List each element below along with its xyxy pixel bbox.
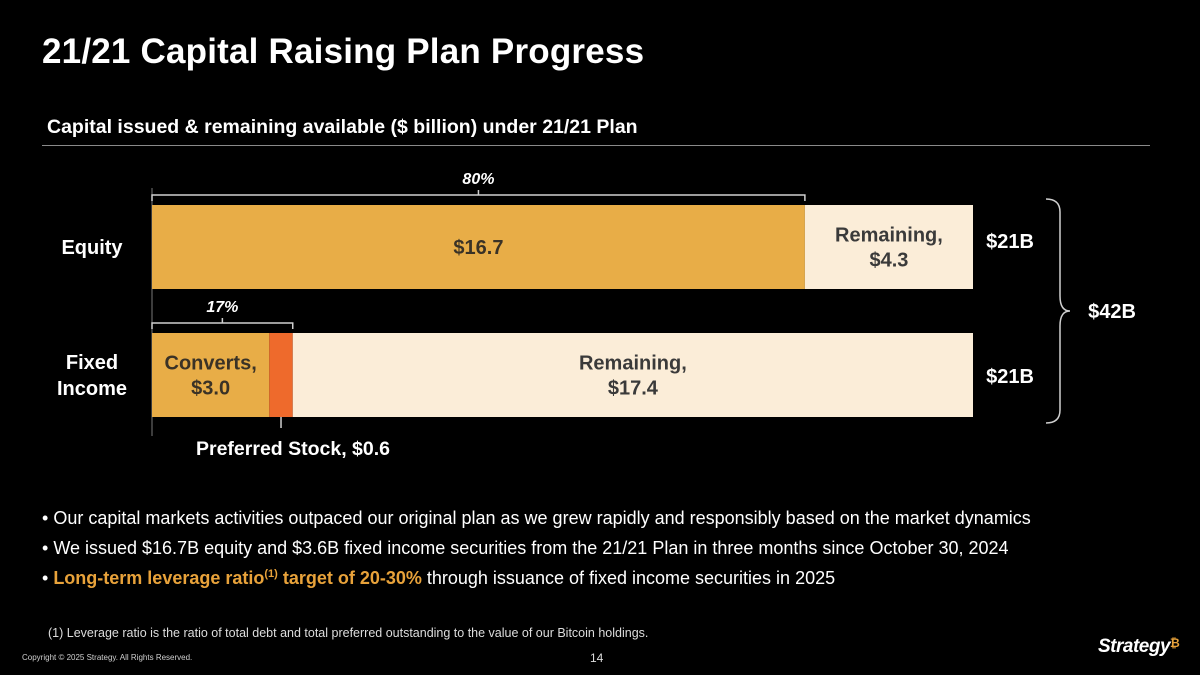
data-label: Remaining,	[579, 353, 687, 375]
category-label: Fixed	[66, 352, 118, 374]
copyright: Copyright © 2025 Strategy. All Rights Re…	[22, 653, 193, 662]
bullet-text: Our capital markets activities outpaced …	[53, 508, 1031, 528]
bullet-dot: •	[42, 508, 54, 528]
bullet-text: We issued $16.7B equity and $3.6B fixed …	[53, 538, 1009, 558]
total-brace	[1045, 198, 1071, 424]
bullet-dot: •	[42, 568, 54, 588]
footnote: (1) Leverage ratio is the ratio of total…	[48, 626, 649, 640]
data-label: Converts,	[165, 353, 257, 375]
page-title: 21/21 Capital Raising Plan Progress	[42, 32, 645, 71]
bullet-item: • Long-term leverage ratio(1) target of …	[42, 563, 1172, 593]
bullet-dot: •	[42, 538, 54, 558]
percent-bracket	[151, 194, 806, 201]
total-label: $21B	[986, 366, 1034, 388]
category-label: Income	[57, 378, 127, 400]
data-label: $17.4	[608, 378, 659, 400]
category-label: Equity	[61, 237, 123, 259]
data-label: $4.3	[869, 250, 908, 272]
data-label: $3.0	[191, 378, 230, 400]
bar-segment-fixed-1	[269, 333, 293, 417]
bar-segment-fixed-0	[152, 333, 270, 417]
divider	[42, 145, 1150, 146]
bullet-text: (1)	[264, 568, 278, 580]
bar-segment-equity-1	[804, 205, 973, 289]
bullet-text: through issuance of fixed income securit…	[421, 568, 836, 588]
bar-segment-equity-0	[152, 205, 805, 289]
bitcoin-icon: ₿	[1170, 636, 1180, 650]
bullet-item: • Our capital markets activities outpace…	[42, 503, 1172, 533]
page-number: 14	[590, 651, 604, 665]
logo-text: Strategy	[1098, 636, 1171, 657]
chart-subtitle: Capital issued & remaining available ($ …	[47, 116, 638, 138]
preferred-callout: Preferred Stock, $0.6	[196, 438, 390, 460]
bar-segment-fixed-2	[292, 333, 973, 417]
data-label: $16.7	[453, 237, 503, 259]
combined-total-label: $42B	[1088, 301, 1136, 323]
percent-label: 17%	[206, 299, 238, 316]
percent-label: 80%	[462, 171, 494, 188]
data-label: Remaining,	[835, 225, 943, 247]
percent-bracket	[151, 322, 294, 329]
capital-plan-chart: $16.7 Remaining, $4.3 Equity $21B Converts, $3…	[57, 171, 1136, 460]
bullet-item: • We issued $16.7B equity and $3.6B fixe…	[42, 533, 1172, 563]
total-label: $21B	[986, 231, 1034, 253]
bullet-text: Long-term leverage ratio	[53, 568, 265, 588]
bullet-text: target of 20-30%	[277, 568, 422, 588]
bullet-list: • Our capital markets activities outpace…	[42, 503, 1172, 593]
strategy-logo: Strategy₿	[1098, 636, 1180, 658]
